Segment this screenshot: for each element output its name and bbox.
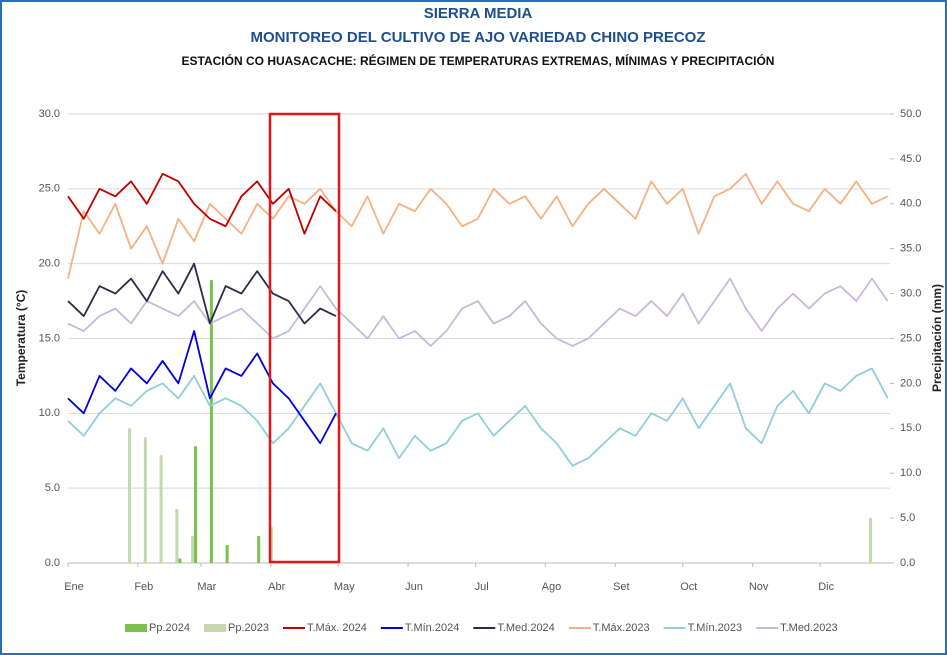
chart-subtitle: MONITOREO DEL CULTIVO DE AJO VARIEDAD CH… bbox=[250, 29, 705, 46]
bar bbox=[128, 428, 132, 563]
x-tick-label: Dic bbox=[818, 581, 834, 593]
line bbox=[67, 262, 337, 325]
bar bbox=[175, 509, 179, 563]
legend-label: T.Med.2024 bbox=[497, 622, 554, 634]
y2-tick-label: 35.0 bbox=[900, 243, 921, 255]
y-tick-label: 0.0 bbox=[45, 557, 60, 569]
bar bbox=[191, 536, 195, 563]
x-tick-label: Ene bbox=[64, 581, 84, 593]
y2-tick-label: 40.0 bbox=[900, 198, 921, 210]
plot-area: 0.0 5.0 10.0 15.0 20.0 25.0 30.0 0.0 5.0 10.0 15.0… bbox=[39, 108, 922, 593]
legend: Pp.2024 Pp.2023 T.Máx. 2024 T.Mín.2024 T.Med… bbox=[125, 622, 838, 634]
line bbox=[67, 172, 337, 235]
x-tick-label: Oct bbox=[680, 581, 697, 593]
highlight-box bbox=[268, 112, 341, 564]
legend-label: T.Med.2023 bbox=[780, 622, 837, 634]
bar bbox=[159, 455, 163, 563]
legend-label: T.Máx.2023 bbox=[593, 622, 650, 634]
bar bbox=[269, 527, 273, 563]
y-tick-label: 10.0 bbox=[39, 407, 60, 419]
line bbox=[67, 277, 889, 347]
y2-tick-label: 5.0 bbox=[900, 512, 915, 524]
y-axis-title: Temperatura (°C) bbox=[14, 290, 28, 387]
legend-label: T.Mín.2023 bbox=[688, 622, 742, 634]
chart-title: SIERRA MEDIA bbox=[424, 5, 533, 22]
y2-axis-title: Precipitación (mm) bbox=[930, 284, 944, 392]
x-tick-label: May bbox=[334, 581, 355, 593]
legend-swatch bbox=[203, 624, 226, 632]
x-tick-label: Jul bbox=[475, 581, 489, 593]
bar bbox=[209, 280, 213, 563]
bar bbox=[143, 437, 147, 563]
y-tick-label: 20.0 bbox=[39, 258, 60, 270]
y2-tick-label: 15.0 bbox=[900, 422, 921, 434]
legend-label: Pp.2024 bbox=[149, 622, 190, 634]
legend-label: T.Máx. 2024 bbox=[307, 622, 367, 634]
y-tick-label: 30.0 bbox=[39, 108, 60, 120]
y2-tick-label: 25.0 bbox=[900, 332, 921, 344]
chart-subtitle: ESTACIÓN CO HUASACACHE: RÉGIMEN DE TEMPE… bbox=[182, 53, 775, 68]
y2-tick-label: 30.0 bbox=[900, 288, 921, 300]
y2-tick-label: 0.0 bbox=[900, 557, 915, 569]
x-tick-label: Ago bbox=[542, 581, 562, 593]
legend-label: Pp.2023 bbox=[228, 622, 269, 634]
legend-label: T.Mín.2024 bbox=[405, 622, 459, 634]
bar bbox=[225, 545, 229, 563]
y-tick-label: 5.0 bbox=[45, 482, 60, 494]
bar bbox=[868, 518, 872, 563]
bar bbox=[194, 446, 198, 563]
x-tick-label: Set bbox=[613, 581, 630, 593]
y2-tick-label: 20.0 bbox=[900, 377, 921, 389]
y2-tick-label: 45.0 bbox=[900, 153, 921, 165]
y-tick-label: 25.0 bbox=[39, 183, 60, 195]
x-tick-label: Abr bbox=[268, 581, 285, 593]
x-tick-label: Jun bbox=[405, 581, 423, 593]
y2-tick-label: 10.0 bbox=[900, 467, 921, 479]
x-tick-label: Nov bbox=[749, 581, 769, 593]
x-tick-label: Mar bbox=[197, 581, 216, 593]
legend-swatch bbox=[125, 624, 147, 632]
bar bbox=[178, 558, 182, 563]
bar bbox=[257, 536, 261, 563]
x-tick-label: Feb bbox=[134, 581, 153, 593]
y-tick-label: 15.0 bbox=[39, 332, 60, 344]
y2-tick-label: 50.0 bbox=[900, 108, 921, 120]
line bbox=[67, 172, 889, 279]
line bbox=[67, 330, 337, 445]
line bbox=[67, 367, 889, 467]
